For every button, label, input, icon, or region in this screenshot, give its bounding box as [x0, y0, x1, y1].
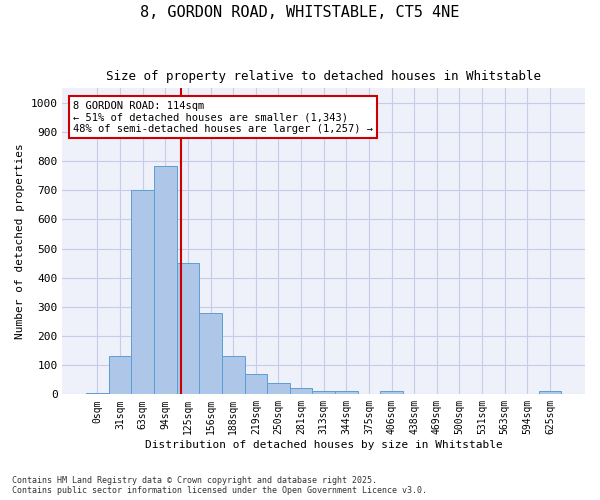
Bar: [539, 392, 561, 394]
Title: Size of property relative to detached houses in Whitstable: Size of property relative to detached ho…: [106, 70, 541, 83]
X-axis label: Distribution of detached houses by size in Whitstable: Distribution of detached houses by size …: [145, 440, 503, 450]
Bar: [154, 166, 176, 394]
Text: 8, GORDON ROAD, WHITSTABLE, CT5 4NE: 8, GORDON ROAD, WHITSTABLE, CT5 4NE: [140, 5, 460, 20]
Text: Contains HM Land Registry data © Crown copyright and database right 2025.
Contai: Contains HM Land Registry data © Crown c…: [12, 476, 427, 495]
Bar: [176, 263, 199, 394]
Text: 8 GORDON ROAD: 114sqm
← 51% of detached houses are smaller (1,343)
48% of semi-d: 8 GORDON ROAD: 114sqm ← 51% of detached …: [73, 100, 373, 134]
Bar: [335, 391, 358, 394]
Bar: [222, 356, 245, 395]
Bar: [290, 388, 313, 394]
Bar: [313, 391, 335, 394]
Bar: [267, 382, 290, 394]
Bar: [380, 391, 403, 394]
Bar: [86, 393, 109, 394]
Bar: [245, 374, 267, 394]
Bar: [109, 356, 131, 395]
Bar: [131, 190, 154, 394]
Bar: [199, 314, 222, 394]
Y-axis label: Number of detached properties: Number of detached properties: [15, 144, 25, 339]
